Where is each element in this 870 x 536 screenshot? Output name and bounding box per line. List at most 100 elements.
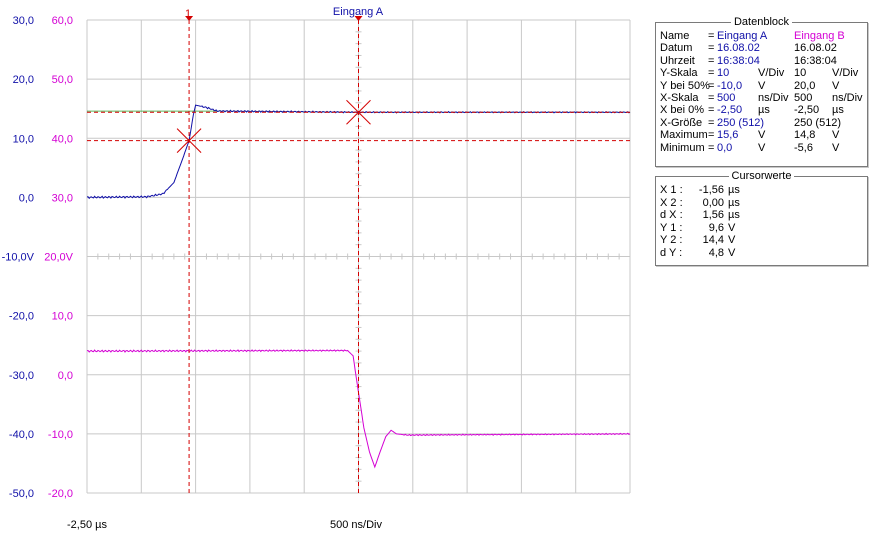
channel-a-axis: 30,0 20,0 10,0 0,0 -10,0V -20,0 -30,0 -40,0 -50,… xyxy=(2,15,35,500)
channel-a-unit: V xyxy=(758,141,766,154)
datenblock-equals: = xyxy=(708,79,715,92)
datenblock-label: X bei 0% xyxy=(660,104,705,117)
cursorwerte-unit: µs xyxy=(728,184,740,196)
datenblock-label: X-Skala xyxy=(660,92,699,104)
cursorwerte-panel: Cursorwerte X 1 : -1,56 µs X 2 :0,00 µs d X :… xyxy=(655,170,868,266)
channel-a-value: -2,50 xyxy=(717,104,743,117)
datenblock-row: X bei 0% = -2,50 µs -2,50 µs xyxy=(656,105,867,116)
channel-b-unit: V xyxy=(832,79,840,92)
channel-a-tick-label: -50,0 xyxy=(9,488,34,500)
x-scale-label: 500 ns/Div xyxy=(330,519,382,531)
channel-b-value: 20,0 xyxy=(794,79,816,92)
channel-b-value: Eingang B xyxy=(794,30,845,42)
datenblock-label: Y bei 50% xyxy=(660,79,710,92)
cursor1-marker-icon[interactable] xyxy=(185,16,194,21)
cursorwerte-value: 0,00 xyxy=(702,196,724,209)
datenblock-row: Y-Skala = 10 V/Div 10 V/Div xyxy=(656,68,867,79)
channel-a-tick-label: -10,0V xyxy=(2,252,35,264)
channel-b-tick-label: 50,0 xyxy=(52,74,73,86)
channel-a-value: 500 xyxy=(717,92,736,104)
cursorwerte-label: Y 2 : xyxy=(660,234,683,246)
cursorwerte-value: 4,8 xyxy=(708,246,724,259)
datenblock-equals: = xyxy=(708,30,715,42)
datenblock-equals: = xyxy=(708,116,715,129)
cursorwerte-row: d X : 1,56 µs xyxy=(656,210,867,221)
channel-b-tick-label: 20,0V xyxy=(44,252,73,264)
channel-a-unit: V xyxy=(758,79,766,92)
datenblock-label: Y-Skala xyxy=(660,67,698,80)
datenblock-label: Minimum xyxy=(660,141,705,154)
datenblock-label: Uhrzeit xyxy=(660,54,695,67)
datenblock-equals: = xyxy=(708,104,715,117)
channel-a-unit: ns/Div xyxy=(758,92,789,104)
channel-b-tick-label: -20,0 xyxy=(48,488,73,500)
channel-b-unit: V/Div xyxy=(832,67,859,80)
channel-b-tick-label: 40,0 xyxy=(52,133,73,145)
channel-a-tick-label: 0,0 xyxy=(19,192,34,204)
cursor1-crosshair[interactable] xyxy=(176,128,202,153)
cursorwerte-label: X 2 : xyxy=(660,196,683,209)
datenblock-row: Uhrzeit = 16:38:04 16:38:04 xyxy=(656,54,867,67)
channel-b-axis: 60,0 50,0 40,0 30,0 20,0V 10,0 0,0 -10,0 -20,0 xyxy=(44,15,73,500)
channel-b-value: 250 (512) xyxy=(794,116,842,129)
cursorwerte-label: X 1 : xyxy=(660,184,683,196)
cursorwerte-unit: V xyxy=(728,221,736,234)
cursorwerte-value: 1,56 xyxy=(702,209,724,221)
channel-a-tick-label: -20,0 xyxy=(9,311,34,323)
datenblock-panel: Datenblock Name = Eingang A Eingang B Datum =… xyxy=(655,16,868,167)
cursorwerte-value: 9,6 xyxy=(708,221,724,234)
cursorwerte-row: Y 1 : 9,6 V xyxy=(656,221,867,234)
datenblock-row: Y bei 50% = -10,0 V 20,0 V xyxy=(656,79,867,92)
cursor-lines[interactable] xyxy=(87,16,630,493)
channel-a-value: 250 (512) xyxy=(717,116,765,129)
channel-b-tick-label: -10,0 xyxy=(48,429,73,441)
datenblock-row: Minimum = 0,0 V -5,6 V xyxy=(656,141,867,154)
cursorwerte-title: Cursorwerte xyxy=(728,170,795,182)
channel-a-value: 16:38:04 xyxy=(717,54,760,67)
channel-b-value: -2,50 xyxy=(794,104,820,117)
channel-b-value: 16:38:04 xyxy=(794,54,837,67)
channel-b-unit: V xyxy=(832,141,840,154)
channel-a-unit: µs xyxy=(758,104,770,117)
channel-a-tick-label: -30,0 xyxy=(9,370,34,382)
datenblock-label: Maximum xyxy=(660,129,708,142)
channel-b-value: 16.08.02 xyxy=(794,42,837,55)
cursorwerte-label: Y 1 : xyxy=(660,221,683,234)
channel-a-value: 10 xyxy=(717,67,730,80)
datenblock-equals: = xyxy=(708,67,715,80)
cursorwerte-value: -1,56 xyxy=(698,184,724,196)
datenblock-label: Name xyxy=(660,30,690,42)
datenblock-label: Datum xyxy=(660,42,693,55)
cursorwerte-unit: V xyxy=(728,246,736,259)
cursorwerte-label: d Y : xyxy=(660,246,683,259)
datenblock-equals: = xyxy=(708,42,715,55)
channel-a-value: 0,0 xyxy=(717,141,733,154)
channel-b-tick-label: 30,0 xyxy=(52,192,73,204)
channel-a-tick-label: -40,0 xyxy=(9,429,34,441)
cursorwerte-row: Y 2 : 14,4 V xyxy=(656,235,867,246)
channel-b-value: -5,6 xyxy=(794,141,813,154)
channel-b-tick-label: 60,0 xyxy=(52,15,73,27)
datenblock-title: Datenblock xyxy=(730,16,793,28)
channel-a-tick-label: 10,0 xyxy=(13,133,34,145)
datenblock-label: X-Größe xyxy=(660,116,703,129)
datenblock-row: Maximum = 15,6 V 14,8 V xyxy=(656,130,867,141)
channel-a-tick-label: 30,0 xyxy=(13,15,34,27)
cursorwerte-value: 14,4 xyxy=(702,234,724,246)
cursorwerte-row: d Y : 4,8 V xyxy=(656,246,867,259)
cursor2-crosshair[interactable] xyxy=(346,99,371,125)
cursorwerte-label: d X : xyxy=(660,209,683,221)
datenblock-equals: = xyxy=(708,141,715,154)
channel-b-value: 10 xyxy=(794,67,807,80)
datenblock-equals: = xyxy=(708,54,715,67)
channel-a-value: Eingang A xyxy=(717,30,768,42)
channel-b-value: 14,8 xyxy=(794,129,816,142)
datenblock-row: Datum = 16.08.02 16.08.02 xyxy=(656,43,867,54)
channel-a-tick-label: 20,0 xyxy=(13,74,34,86)
channel-b-tick-label: 0,0 xyxy=(58,370,73,382)
channel-a-unit: V/Div xyxy=(758,67,785,80)
cursor2-marker-icon[interactable] xyxy=(354,16,363,21)
channel-a-title: Eingang A xyxy=(333,6,384,18)
channel-a-value: 16.08.02 xyxy=(717,42,760,55)
